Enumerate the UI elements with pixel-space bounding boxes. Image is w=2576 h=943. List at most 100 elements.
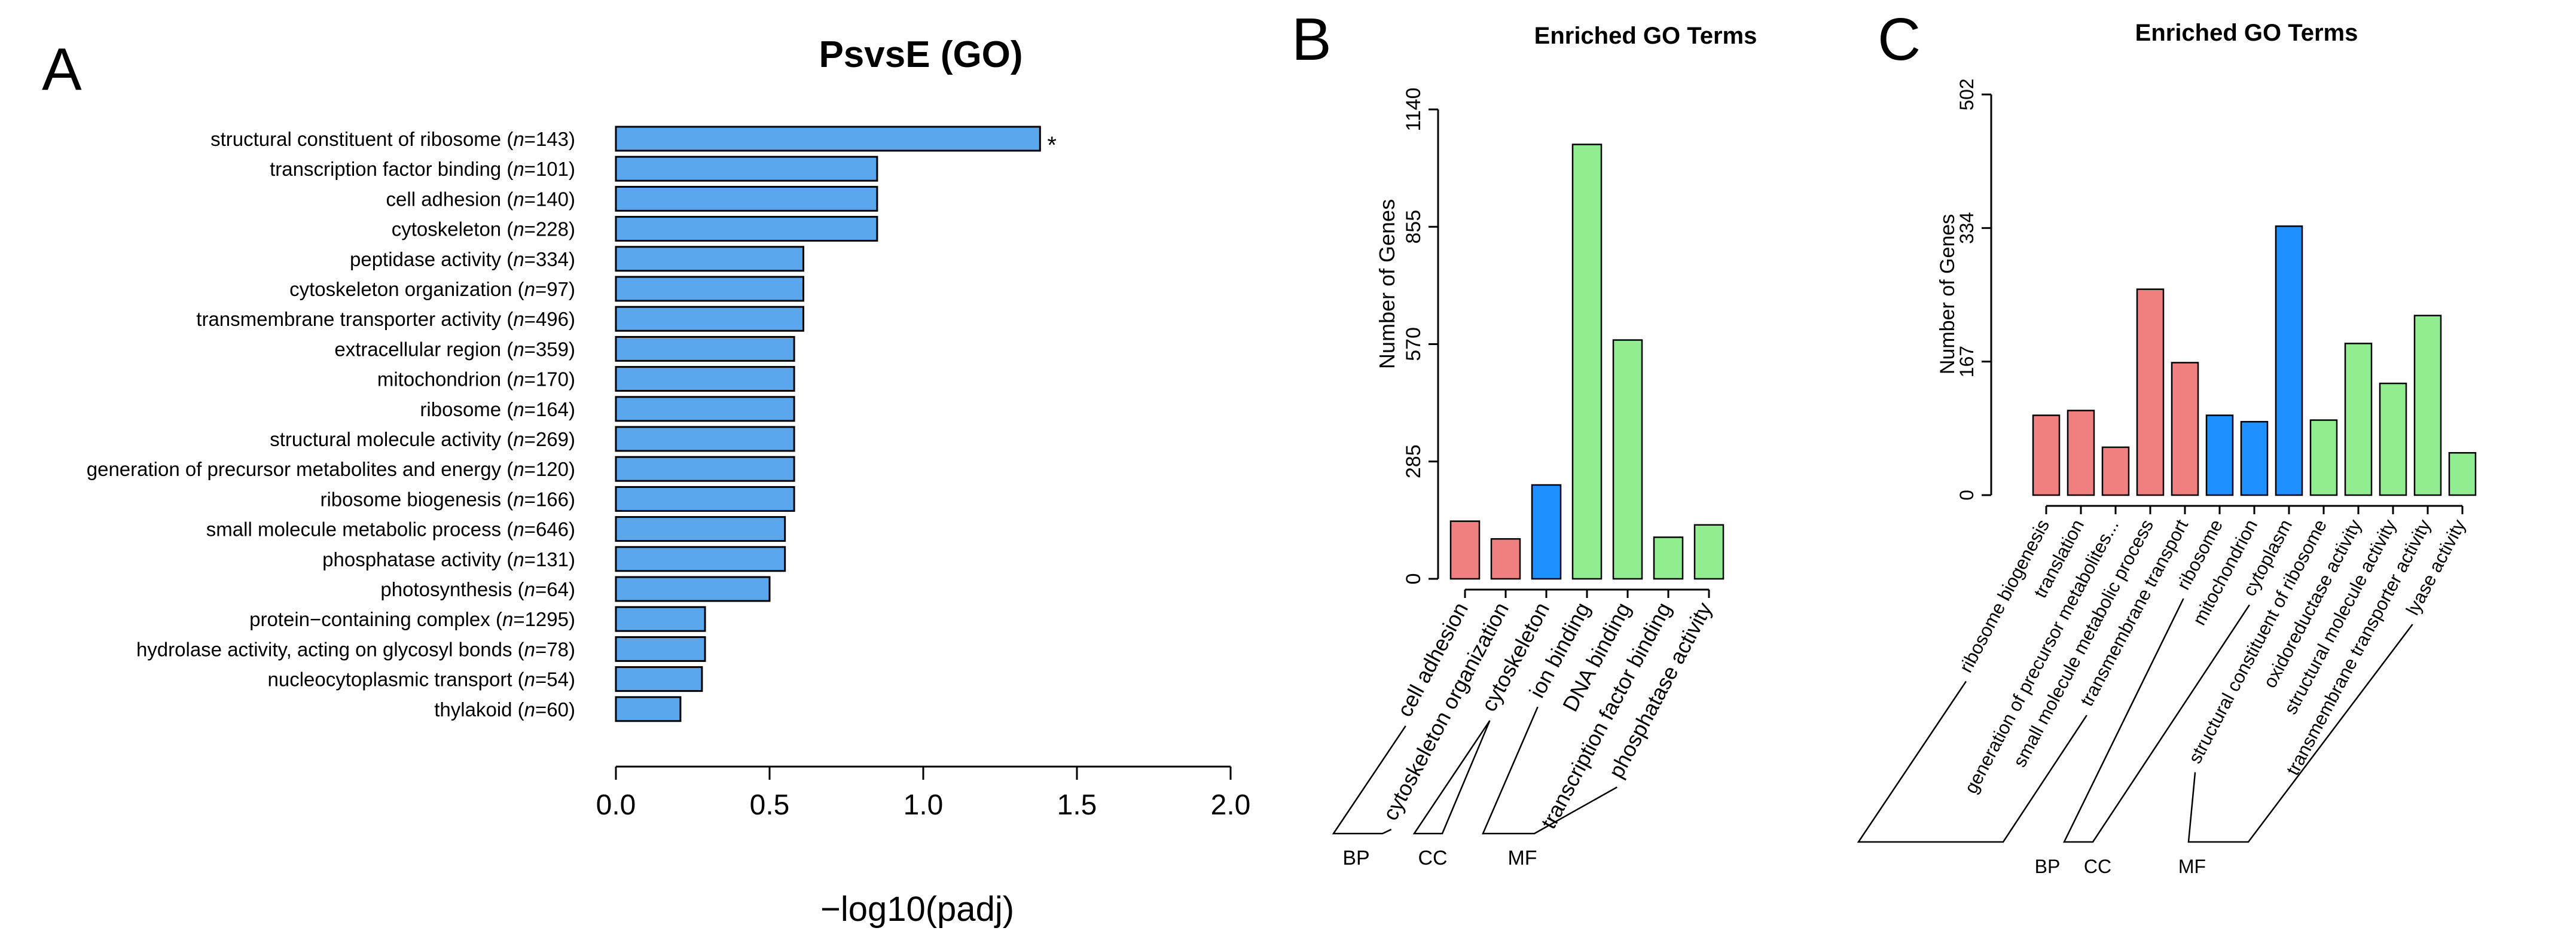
panel-a-x-axis-label: −log10(padj): [820, 890, 1014, 929]
x-tick-label: 1.5: [1057, 789, 1097, 821]
panel-c-y-axis-label: Number of Genes: [1936, 214, 1959, 374]
group-bracket: [1332, 725, 1406, 835]
category-label-part: n: [513, 428, 524, 450]
category-label: transcription factor binding (n=101): [270, 158, 575, 180]
panel-c-bar-chart: Enriched GO Terms Number of Genes 0 167 33…: [1857, 20, 2477, 877]
category-label-part: =140): [524, 188, 575, 210]
category-label: cell adhesion (n=140): [386, 188, 575, 210]
category-label-part: =334): [524, 248, 575, 270]
bar: [2240, 420, 2269, 496]
bar: [615, 126, 1041, 152]
bar: [615, 486, 795, 512]
category-label-part: structural constituent of ribosome (: [210, 128, 513, 150]
category-label-part: n: [513, 368, 524, 390]
category-label-part: n: [524, 638, 535, 660]
panel-a-category-labels: structural constituent of ribosome (n=14…: [87, 128, 575, 721]
category-label-part: n: [513, 308, 524, 330]
category-label-part: ribosome (: [420, 398, 513, 420]
panel-label-b: B: [1292, 6, 1332, 73]
category-label-part: extracellular region (: [334, 338, 513, 360]
category-label: nucleocytoplasmic transport (n=54): [267, 669, 575, 691]
category-label-part: =143): [524, 128, 575, 150]
bar: [2275, 225, 2303, 496]
bar: [1612, 339, 1643, 580]
bar: [2136, 288, 2165, 496]
y-tick-label: 0: [1956, 490, 1977, 501]
bar: [2067, 410, 2095, 496]
group-label: MF: [1507, 847, 1537, 869]
panel-b-bar-chart: Enriched GO Terms Number of Genes 0 285 57…: [1332, 23, 1757, 869]
bar: [615, 396, 795, 422]
group-bracket: [1857, 680, 2087, 843]
category-label: small molecule metabolic process (n=646): [206, 518, 575, 541]
category-label: extracellular region (n=359): [334, 338, 575, 360]
category-label: phosphatase activity (n=131): [322, 548, 575, 570]
category-label-part: cell adhesion (: [386, 188, 514, 210]
bar: [2379, 382, 2407, 496]
bar: [615, 155, 878, 182]
x-tick-label: 0.5: [750, 789, 790, 821]
category-label-part: =228): [524, 218, 575, 240]
panel-c-title: Enriched GO Terms: [2135, 20, 2358, 46]
category-label-part: cytoskeleton (: [392, 218, 514, 240]
panel-a-x-axis: 0.0 0.5 1.0 1.5 2.0: [596, 765, 1250, 821]
bar: [615, 666, 703, 692]
category-label: transmembrane transporter activity (n=49…: [196, 308, 575, 330]
bar: [615, 636, 706, 662]
bar: [615, 456, 795, 482]
group-bracket: [2187, 624, 2413, 843]
category-label-part: n: [513, 338, 524, 360]
category-label-part: n: [513, 458, 524, 480]
bar: [615, 366, 795, 392]
category-label: hydrolase activity, acting on glycosyl b…: [136, 638, 575, 660]
bar: [2032, 414, 2061, 496]
category-label-part: =131): [524, 548, 575, 570]
category-label-part: thylakoid (: [434, 698, 524, 721]
bar: [615, 516, 786, 542]
bar: [615, 546, 786, 572]
category-label-part: n: [513, 548, 524, 570]
category-label: ribosome (n=164): [420, 398, 575, 420]
panel-label-c: C: [1878, 6, 1921, 73]
category-label: thylakoid (n=60): [434, 698, 575, 721]
bar: [615, 696, 682, 722]
panel-a-bar-chart: PsvsE (GO) * structural constituent of r…: [87, 34, 1251, 929]
y-tick-label: 1140: [1402, 87, 1425, 131]
category-label-part: n: [513, 518, 524, 541]
category-label: structural molecule activity (n=269): [270, 428, 575, 450]
category-label-part: transmembrane transporter activity (: [196, 308, 513, 330]
bar: [2101, 446, 2130, 496]
group-bracket: [2062, 598, 2250, 843]
group-label: CC: [1418, 847, 1447, 869]
category-label-part: small molecule metabolic process (: [206, 518, 514, 541]
y-tick-label: 285: [1402, 444, 1425, 478]
panel-a-bars: *: [615, 126, 1057, 722]
category-label-part: n: [513, 128, 524, 150]
category-label-part: hydrolase activity, acting on glycosyl b…: [136, 638, 524, 660]
category-label-part: n: [513, 158, 524, 180]
category-label: generation of precursor metabolites and …: [87, 458, 575, 480]
bar: [615, 606, 706, 632]
bar: [1653, 536, 1684, 580]
bar: [615, 276, 805, 302]
bar: [615, 426, 795, 452]
category-label-part: n: [513, 248, 524, 270]
bar: [615, 576, 771, 602]
category-label-part: =60): [535, 698, 575, 721]
group-label: MF: [2178, 856, 2206, 877]
category-label: structural constituent of ribosome (n=14…: [210, 128, 575, 150]
group-label: BP: [2035, 856, 2061, 877]
category-label-part: =101): [524, 158, 575, 180]
group-bracket: [1482, 706, 1617, 835]
y-tick-label: 855: [1402, 210, 1425, 244]
category-label-part: n: [524, 698, 535, 721]
category-label-part: =646): [524, 518, 575, 541]
category-label: peptidase activity (n=334): [350, 248, 575, 270]
bar: [615, 216, 878, 242]
category-label-part: protein−containing complex (: [249, 608, 502, 630]
category-label: protein−containing complex (n=1295): [249, 608, 575, 630]
category-label-part: n: [524, 578, 535, 600]
category-label-part: generation of precursor metabolites and …: [87, 458, 514, 480]
